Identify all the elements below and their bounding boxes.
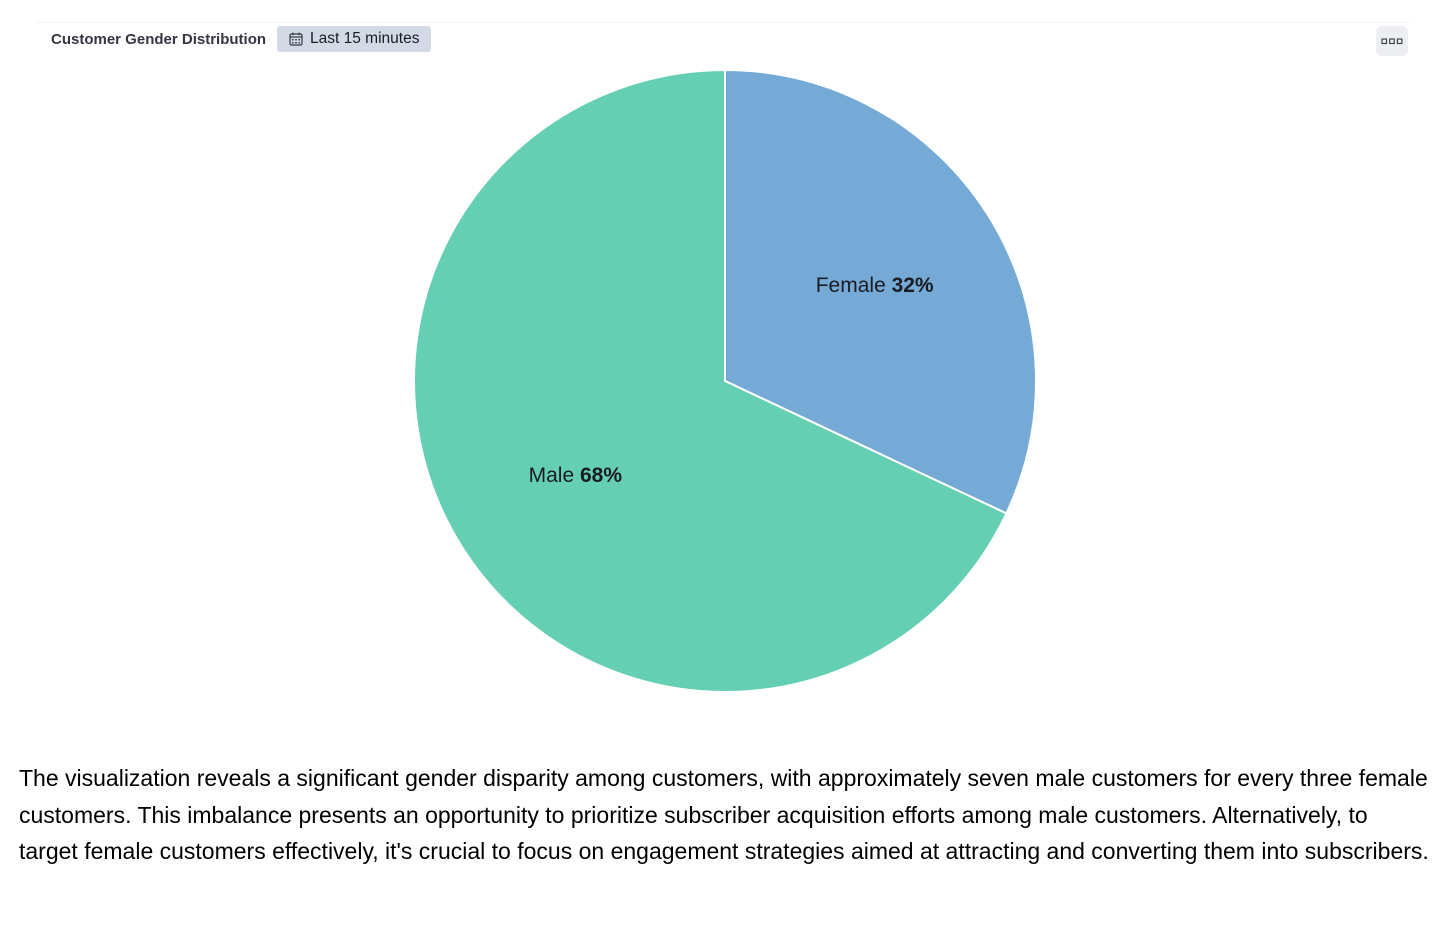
panel-options-button[interactable]: [1376, 26, 1408, 56]
panel-title: Customer Gender Distribution: [51, 30, 267, 48]
time-range-badge[interactable]: Last 15 minutes: [277, 26, 432, 52]
slice-label-value: 32%: [892, 274, 934, 297]
pie-slice-male[interactable]: [413, 68, 1008, 693]
slice-label-female: Female 32%: [816, 274, 934, 297]
pie-slice-female[interactable]: [724, 68, 1037, 515]
pie-chart-area: Female 32% Male 68%: [413, 68, 1037, 693]
chart-panel: Customer Gender Distribution Last 15 min…: [36, 22, 1410, 713]
slice-label-male: Male 68%: [529, 464, 623, 487]
slice-label-value: 68%: [580, 464, 622, 487]
time-range-label: Last 15 minutes: [310, 30, 420, 47]
panel-header: Customer Gender Distribution Last 15 min…: [51, 26, 432, 52]
calendar-icon: [289, 32, 303, 46]
options-menu-icon: [1381, 38, 1403, 45]
slice-label-name: Male: [529, 464, 580, 487]
chart-description: The visualization reveals a significant …: [19, 765, 1429, 864]
slice-label-name: Female: [816, 274, 892, 297]
pie-chart: Female 32% Male 68%: [413, 68, 1037, 693]
